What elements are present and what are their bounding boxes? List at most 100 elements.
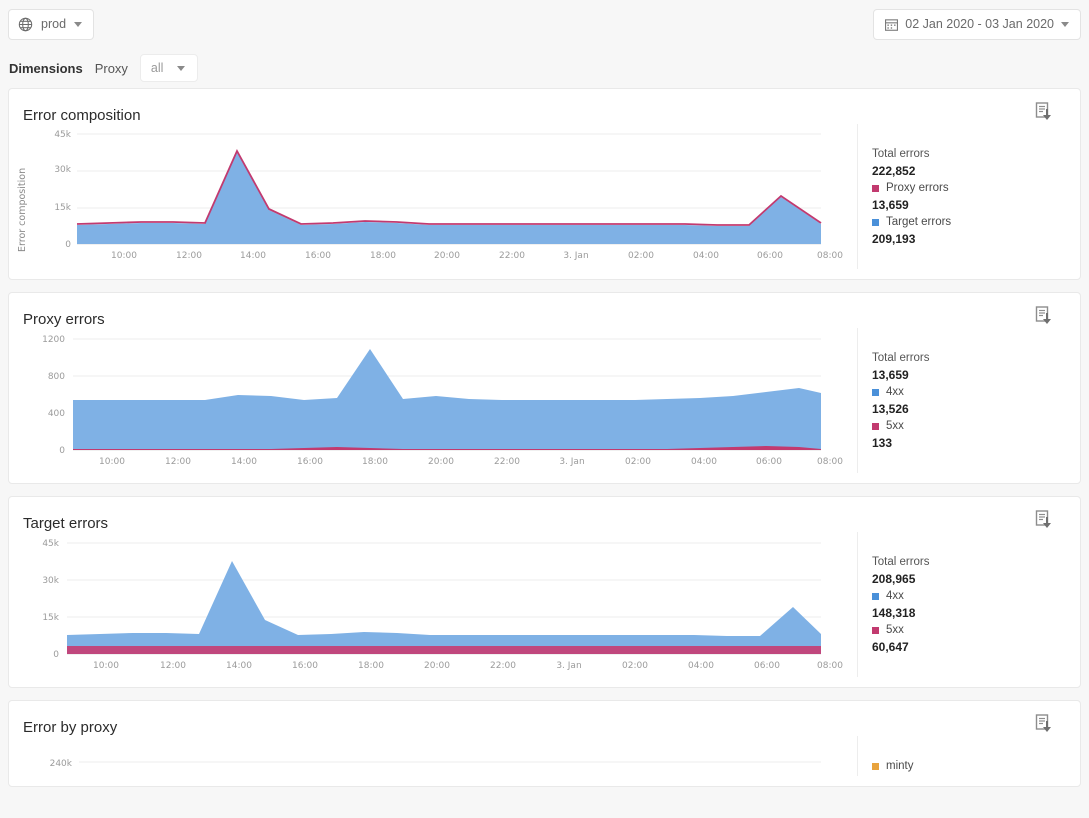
- legend-item-label: Target errors: [886, 216, 952, 228]
- x-tick: 20:00: [424, 661, 450, 671]
- x-tick: 02:00: [628, 251, 654, 261]
- chevron-down-icon: [1061, 21, 1069, 27]
- card-body: 1200 800 400 0 10:00 12:00 14:00 16:00: [9, 328, 1080, 473]
- x-tick: 22:00: [490, 661, 516, 671]
- x-tick: 14:00: [240, 251, 266, 261]
- legend-item-label: minty: [886, 760, 914, 772]
- top-bar: prod 02 Jan 2020 - 03 Jan 2020: [0, 0, 1089, 48]
- x-tick: 16:00: [292, 661, 318, 671]
- x-tick: 20:00: [428, 457, 454, 467]
- export-download-icon[interactable]: [1034, 101, 1056, 123]
- legend-item[interactable]: 4xx: [872, 384, 1080, 400]
- y-tick: 15k: [42, 613, 59, 623]
- legend-item[interactable]: Proxy errors: [872, 180, 1080, 196]
- card-error-composition: Error composition Error composition 45k …: [8, 88, 1081, 280]
- x-tick: 22:00: [494, 457, 520, 467]
- x-tick: 3. Jan: [559, 457, 584, 467]
- legend-swatch-icon: [872, 184, 879, 192]
- x-tick: 04:00: [691, 457, 717, 467]
- chevron-down-icon: [177, 65, 186, 71]
- legend-item-value: 60,647: [872, 640, 909, 654]
- y-tick: 45k: [42, 539, 59, 549]
- y-tick: 0: [59, 446, 65, 456]
- legend-swatch-icon: [872, 218, 879, 226]
- page-title: Error by proxy: [23, 719, 118, 736]
- proxy-select-value: all: [150, 61, 164, 75]
- x-tick: 10:00: [99, 457, 125, 467]
- legend-total-label: Total errors: [872, 352, 930, 364]
- x-tick: 06:00: [757, 251, 783, 261]
- x-tick: 16:00: [297, 457, 323, 467]
- x-tick: 22:00: [499, 251, 525, 261]
- environment-selector[interactable]: prod: [8, 8, 95, 40]
- x-tick: 10:00: [111, 251, 137, 261]
- environment-label: prod: [41, 17, 67, 31]
- x-tick: 20:00: [434, 251, 460, 261]
- y-tick: 30k: [54, 165, 71, 175]
- y-axis-label: Error composition: [17, 168, 28, 252]
- legend-item-label: 5xx: [886, 624, 904, 636]
- legend-total-label: Total errors: [872, 148, 930, 160]
- legend-swatch-icon: [872, 422, 879, 430]
- y-tick: 800: [48, 372, 65, 382]
- date-range-picker[interactable]: 02 Jan 2020 - 03 Jan 2020: [873, 8, 1081, 40]
- x-tick: 12:00: [160, 661, 186, 671]
- legend-proxy-errors: Total errors 13,659 4xx 13,526 5xx 133: [857, 328, 1080, 473]
- calendar-icon: [885, 18, 899, 31]
- chart-error-by-proxy: 240k: [9, 736, 849, 776]
- y-tick: 400: [48, 409, 65, 419]
- legend-swatch-icon: [872, 592, 879, 600]
- chart-error-composition: Error composition 45k 30k 15k 0: [9, 124, 849, 269]
- chevron-down-icon: [74, 21, 83, 27]
- y-tick: 1200: [42, 335, 65, 345]
- legend-item[interactable]: Target errors: [872, 214, 1080, 230]
- x-tick: 06:00: [754, 661, 780, 671]
- card-body: Error composition 45k 30k 15k 0: [9, 124, 1080, 269]
- export-download-icon[interactable]: [1034, 509, 1056, 531]
- card-body: 45k 30k 15k 0 10:00 12:00 14:00 16:00: [9, 532, 1080, 677]
- x-tick: 06:00: [756, 457, 782, 467]
- legend-item[interactable]: 4xx: [872, 588, 1080, 604]
- dimensions-label: Dimensions: [9, 60, 83, 76]
- export-download-icon[interactable]: [1034, 305, 1056, 327]
- x-tick: 14:00: [226, 661, 252, 671]
- x-tick: 18:00: [362, 457, 388, 467]
- y-tick: 30k: [42, 576, 59, 586]
- card-error-by-proxy: Error by proxy 240k minty: [8, 700, 1081, 787]
- legend-item[interactable]: 5xx: [872, 622, 1080, 638]
- legend-item[interactable]: 5xx: [872, 418, 1080, 434]
- y-tick: 240k: [50, 759, 73, 769]
- legend-total-value: 222,852: [872, 164, 916, 178]
- legend-item-value: 13,659: [872, 198, 909, 212]
- legend-swatch-icon: [872, 388, 879, 396]
- legend-total-value: 208,965: [872, 572, 916, 586]
- x-tick: 04:00: [693, 251, 719, 261]
- dashboard-cards: Error composition Error composition 45k …: [0, 88, 1089, 787]
- export-download-icon[interactable]: [1034, 713, 1056, 735]
- legend-swatch-icon: [872, 626, 879, 634]
- legend-item-value: 209,193: [872, 232, 916, 246]
- x-tick: 12:00: [176, 251, 202, 261]
- x-tick: 04:00: [688, 661, 714, 671]
- card-proxy-errors: Proxy errors 1200 800 400 0: [8, 292, 1081, 484]
- x-tick: 14:00: [231, 457, 257, 467]
- legend-item-value: 133: [872, 436, 893, 450]
- x-tick: 12:00: [165, 457, 191, 467]
- proxy-label: Proxy: [94, 60, 128, 76]
- legend-item-value: 148,318: [872, 606, 916, 620]
- x-tick: 08:00: [817, 457, 843, 467]
- y-tick: 15k: [54, 203, 71, 213]
- proxy-select[interactable]: all: [139, 54, 198, 82]
- legend-item-label: 5xx: [886, 420, 904, 432]
- page-title: Target errors: [23, 515, 109, 532]
- x-tick: 02:00: [622, 661, 648, 671]
- legend-error-by-proxy: minty: [857, 736, 1080, 776]
- x-tick: 3. Jan: [563, 251, 588, 261]
- legend-item-label: Proxy errors: [886, 182, 949, 194]
- legend-swatch-icon: [872, 762, 879, 770]
- legend-item[interactable]: minty: [872, 758, 1080, 774]
- globe-icon: [18, 17, 33, 32]
- legend-error-composition: Total errors 222,852 Proxy errors 13,659…: [857, 124, 1080, 269]
- x-tick: 08:00: [817, 251, 843, 261]
- x-tick: 10:00: [93, 661, 119, 671]
